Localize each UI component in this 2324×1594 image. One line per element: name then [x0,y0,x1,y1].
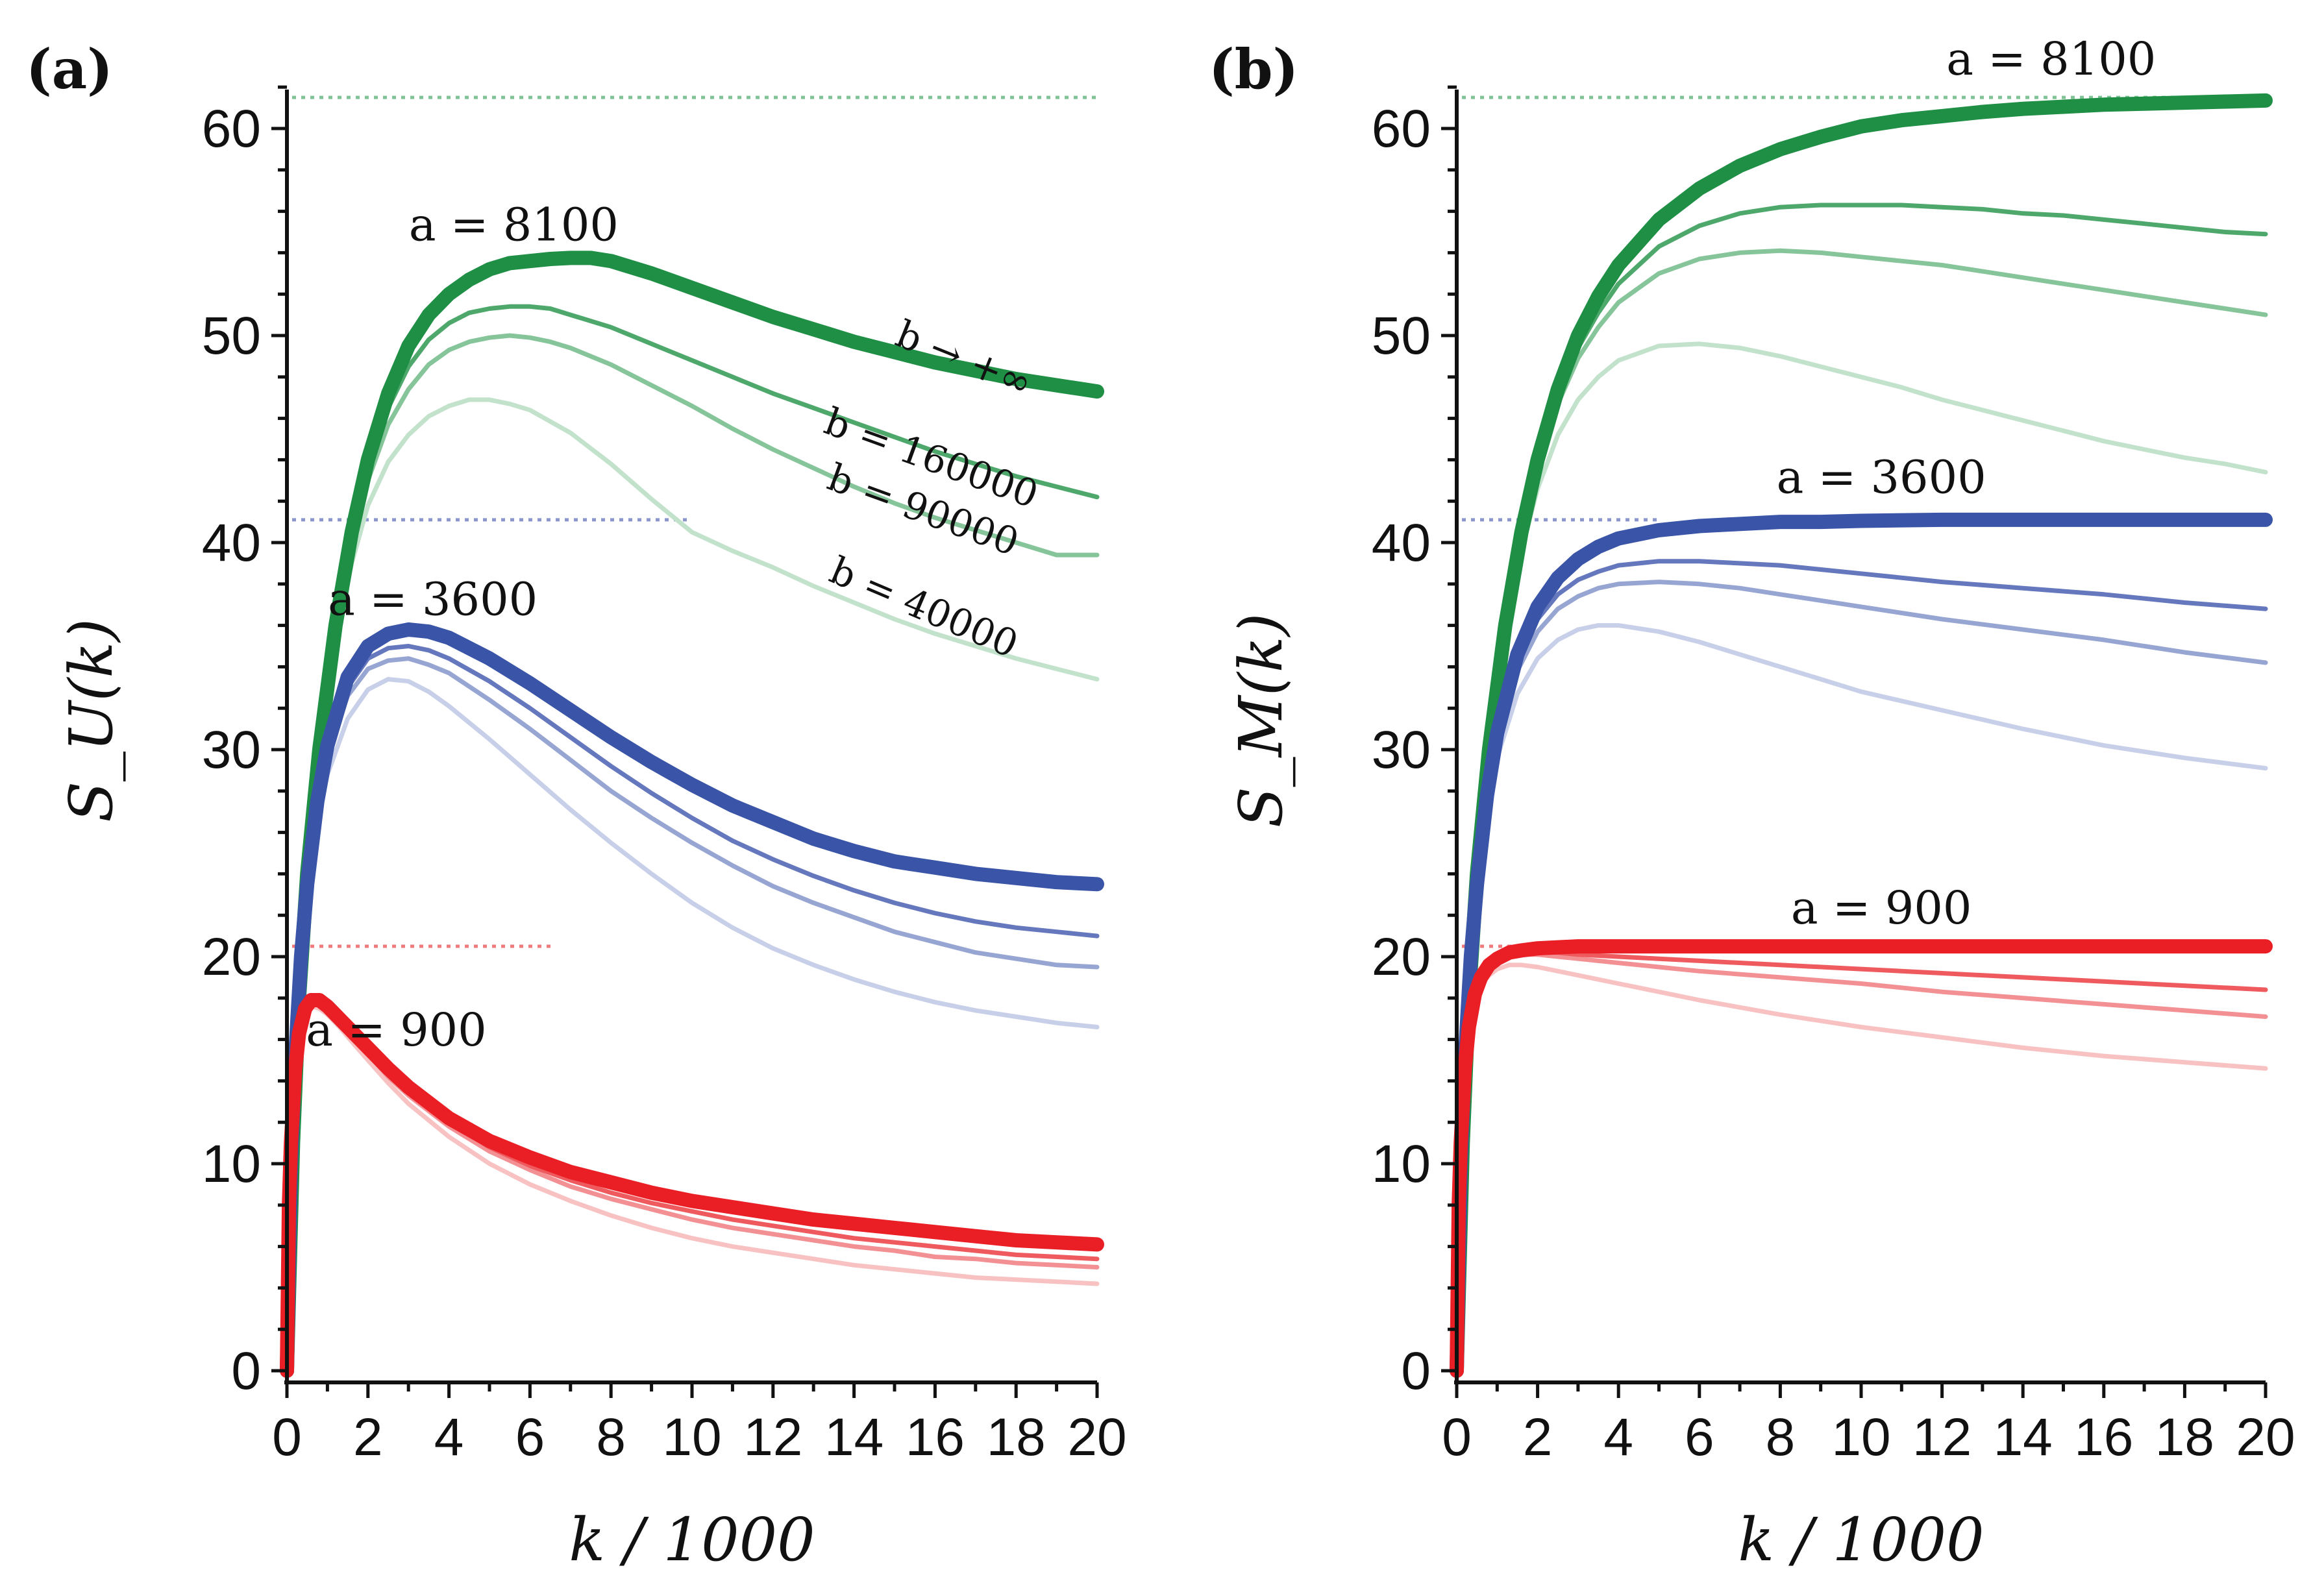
x-tick-label: 14 [1994,1408,2053,1467]
y-tick-label: 40 [202,513,261,572]
y-tick-label: 40 [1372,513,1431,572]
x-tick-label: 14 [824,1408,884,1467]
x-tick-label: 4 [1603,1408,1633,1467]
y-tick-label: 0 [1401,1342,1431,1401]
y-tick-label: 20 [202,927,261,987]
y-tick-label: 30 [1372,720,1431,779]
series-line [1454,952,2268,1373]
series-line [280,251,1104,1378]
x-axis-label: k / 1000 [569,1505,815,1575]
series-line [284,999,1100,1373]
x-tick-label: 16 [906,1408,965,1467]
x-tick-label: 2 [1523,1408,1553,1467]
annotation-label: a = 8100 [1946,32,2156,86]
x-tick-label: 18 [987,1408,1046,1467]
panel-label: (a) [26,37,113,101]
series-line [284,1004,1100,1373]
series-line [1454,202,2268,1373]
series-line [280,993,1104,1378]
annotation-label: b = 40000 [824,548,1024,667]
series-line [280,622,1104,1378]
y-axis-label: S_U(k) [56,619,126,822]
series-line [1454,248,2268,1373]
x-tick-label: 10 [662,1408,721,1467]
series-line [284,999,1100,1373]
x-tick-label: 12 [743,1408,802,1467]
series-line [1454,559,2268,1373]
y-axis-label: S_M(k) [1226,613,1296,828]
x-tick-label: 16 [2074,1408,2133,1467]
annotation-label: a = 900 [306,1003,487,1057]
panel-label: (b) [1209,37,1298,101]
x-tick-label: 2 [353,1408,383,1467]
x-tick-label: 0 [272,1408,302,1467]
y-tick-label: 30 [202,720,261,779]
series-line [1454,623,2268,1373]
y-tick-label: 60 [1372,99,1431,158]
series-line [1454,950,2268,1373]
annotation-label: a = 3600 [1777,450,1986,504]
annotation-label: a = 3600 [328,573,538,626]
x-tick-label: 6 [1685,1408,1714,1467]
x-tick-label: 0 [1442,1408,1472,1467]
series-line [1454,963,2268,1373]
y-tick-label: 50 [202,306,261,365]
annotation-label: a = 900 [1791,881,1972,935]
x-tick-label: 8 [1766,1408,1796,1467]
x-axis-label: k / 1000 [1738,1505,1984,1575]
y-tick-label: 50 [1372,306,1431,365]
annotation-label: b → +∞ [890,312,1039,406]
x-tick-label: 20 [1067,1408,1126,1467]
y-tick-label: 20 [1372,927,1431,987]
x-tick-label: 10 [1831,1408,1890,1467]
y-tick-label: 10 [1372,1134,1431,1194]
series-line [1450,93,2273,1378]
x-tick-label: 8 [596,1408,626,1467]
series-line [1450,512,2273,1378]
x-tick-label: 20 [2236,1408,2295,1467]
y-tick-label: 10 [202,1134,261,1194]
x-tick-label: 4 [434,1408,464,1467]
series-line [1450,939,2273,1378]
x-tick-label: 18 [2155,1408,2214,1467]
x-tick-label: 6 [515,1408,545,1467]
annotation-label: a = 8100 [409,198,619,251]
y-tick-label: 0 [231,1342,261,1401]
x-tick-label: 12 [1912,1408,1972,1467]
y-tick-label: 60 [202,99,261,158]
